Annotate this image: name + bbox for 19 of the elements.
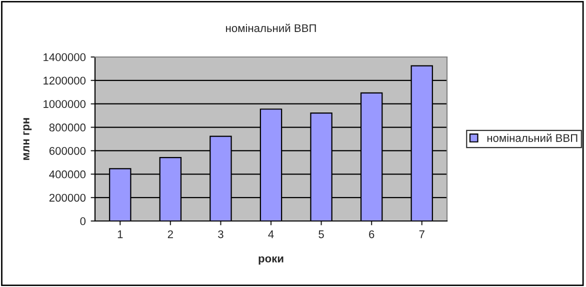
chart-title: номінальний ВВП — [226, 24, 316, 32]
y-tick-label: 1400000 — [44, 53, 86, 62]
x-tick-label: 4 — [268, 230, 274, 238]
y-tick-label: 400000 — [49, 170, 86, 178]
x-axis-title: роки — [258, 256, 284, 265]
x-tick-label: 6 — [369, 230, 374, 238]
legend-label: номінальний ВВП — [487, 134, 578, 142]
y-tick-label: 200000 — [49, 194, 86, 202]
x-tick-label: 5 — [318, 230, 324, 238]
x-tick-label: 7 — [419, 230, 424, 238]
y-tick-label: 1200000 — [44, 76, 86, 85]
x-tick-label: 1 — [118, 230, 123, 238]
x-tick-label: 3 — [218, 230, 224, 238]
y-tick-label: 1000000 — [44, 100, 86, 108]
x-tick-label: 2 — [168, 230, 173, 238]
y-tick-label: 0 — [80, 217, 86, 226]
y-tick-label: 600000 — [49, 146, 86, 155]
y-tick-label: 800000 — [49, 124, 86, 132]
y-axis-title: млн грн — [23, 118, 32, 160]
